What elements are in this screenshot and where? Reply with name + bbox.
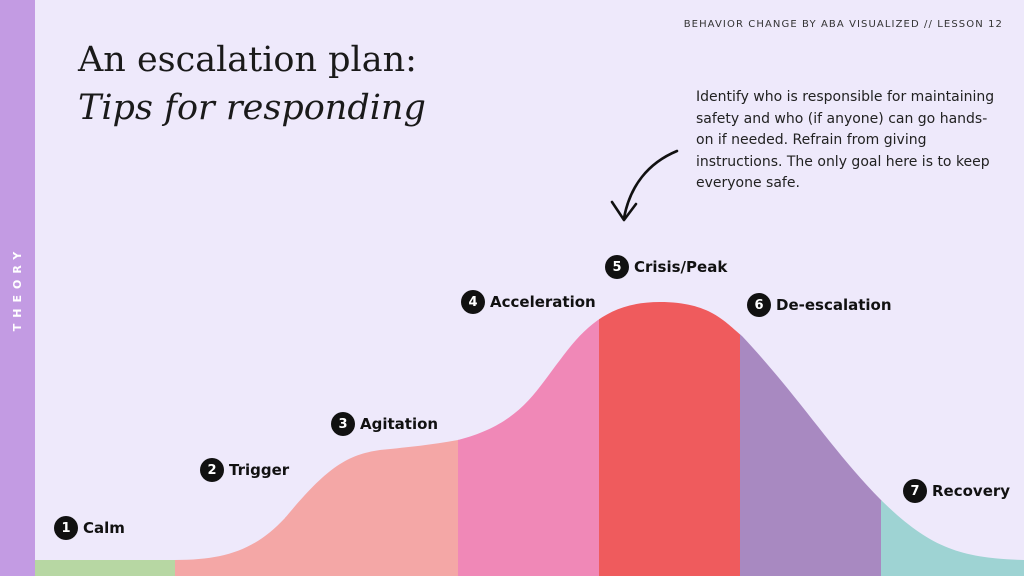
callout-text: Identify who is responsible for maintain… [696,89,995,191]
segment-agitation [285,302,459,576]
segment-crisis [599,302,741,576]
stage-de-escalation: 6 De-escalation [747,293,892,317]
stage-number-badge: 4 [461,290,485,314]
stage-number-badge: 1 [54,516,78,540]
stage-number-badge: 7 [903,479,927,503]
stage-label: Recovery [932,482,1011,500]
stage-label: Calm [83,519,125,537]
stage-recovery: 7 Recovery [903,479,1010,503]
title-line-2: Tips for responding [78,88,426,128]
stage-label: Crisis/Peak [634,258,728,276]
stage-acceleration: 4 Acceleration [461,290,596,314]
stage-agitation: 3 Agitation [331,412,438,436]
segment-de-escalation [740,302,882,576]
segment-calm [35,302,176,576]
stage-crisis-peak: 5 Crisis/Peak [605,255,727,279]
stage-trigger: 2 Trigger [200,458,289,482]
curve-segments [35,302,1024,576]
page-title: An escalation plan: Tips for responding [78,36,426,132]
arrow-icon [610,149,679,222]
lesson-header: BEHAVIOR CHANGE BY ABA VISUALIZED // LES… [683,19,1003,30]
stage-label: Trigger [229,461,290,479]
stage-label: Acceleration [490,293,596,311]
stage-label: Agitation [360,415,439,433]
stage-number-badge: 5 [605,255,629,279]
title-line-1: An escalation plan: [78,40,417,80]
stage-number-badge: 2 [200,458,224,482]
segment-acceleration [458,302,600,576]
stage-label: De-escalation [776,296,892,314]
segment-trigger [175,302,286,576]
stage-number-badge: 6 [747,293,771,317]
sidebar: THEORY [0,0,35,576]
stage-calm: 1 Calm [54,516,125,540]
stage-number-badge: 3 [331,412,355,436]
